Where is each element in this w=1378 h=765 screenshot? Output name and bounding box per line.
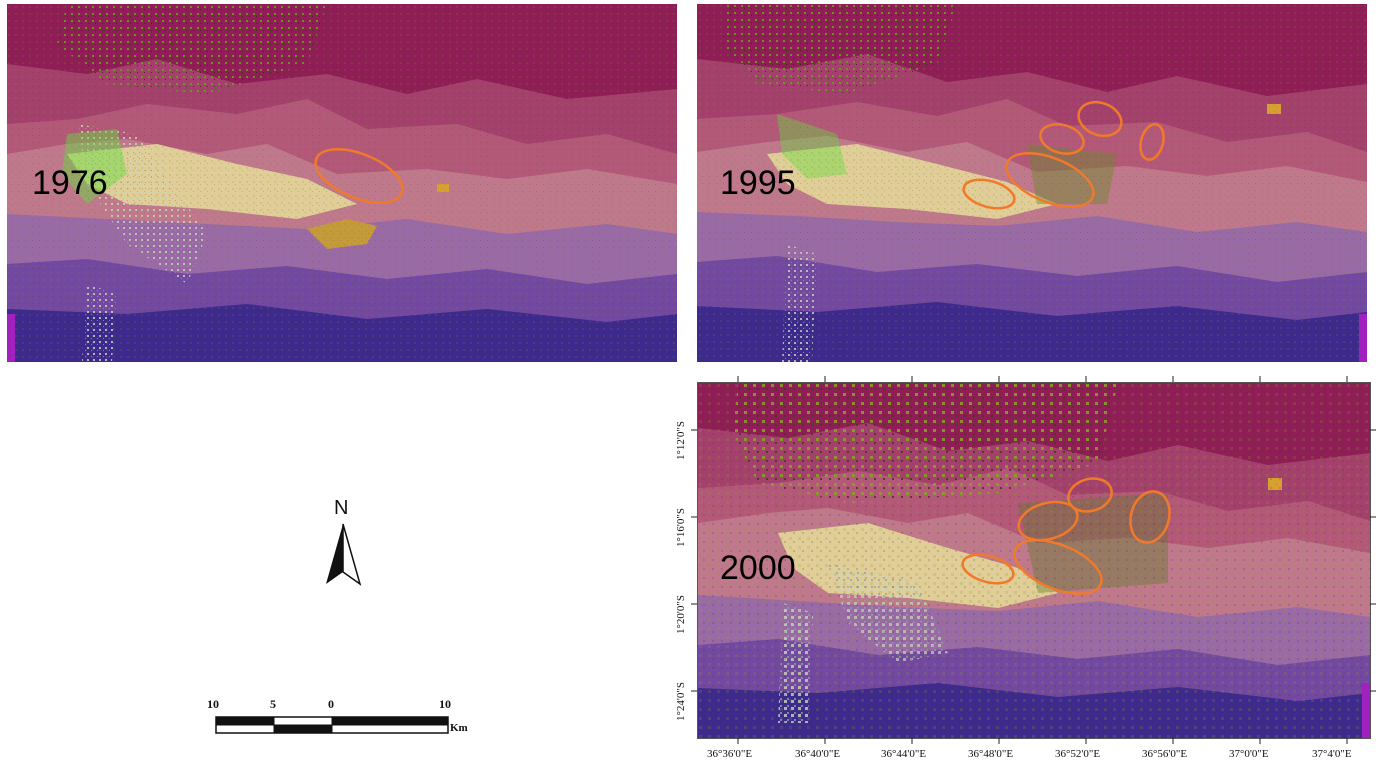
highlight-ellipse (1129, 490, 1171, 544)
y-tick-label: 1°16'0"S (675, 508, 687, 547)
map-panel-2000 (697, 382, 1371, 739)
highlight-ellipse (1005, 152, 1095, 208)
x-tick-label: 36°36'0"E (707, 748, 753, 760)
year-label-2000: 2000 (720, 549, 796, 587)
x-tick-label: 36°48'0"E (968, 748, 1014, 760)
highlight-ellipse (961, 553, 1015, 585)
y-tick-label: 1°24'0"S (675, 682, 687, 721)
x-tick-label: 36°52'0"E (1055, 748, 1101, 760)
highlight-ellipse (1067, 477, 1113, 513)
highlight-ellipse (1017, 500, 1079, 542)
map-image-1995 (697, 4, 1367, 362)
x-tick-label: 36°44'0"E (881, 748, 927, 760)
highlight-ellipse (1139, 123, 1165, 161)
scale-label: 0 (328, 697, 334, 711)
scale-bar (215, 716, 449, 734)
y-tick-label: 1°20'0"S (675, 595, 687, 634)
highlight-ellipse (962, 178, 1016, 210)
year-label-1995: 1995 (720, 164, 796, 202)
map-image-2000 (698, 383, 1370, 738)
scale-label: 10 (207, 697, 219, 711)
x-tick-label: 36°40'0"E (795, 748, 841, 760)
north-arrow-icon (326, 523, 362, 586)
y-tick-label: 1°12'0"S (675, 421, 687, 460)
map-image-1976 (7, 4, 677, 362)
year-label-1976: 1976 (32, 164, 108, 202)
x-tick-label: 37°4'0"E (1312, 748, 1352, 760)
coordinate-ticks (691, 376, 1376, 744)
scale-label: 5 (270, 697, 276, 711)
highlight-ellipse (1039, 123, 1085, 155)
x-tick-label: 37°0'0"E (1229, 748, 1269, 760)
map-panel-1976 (7, 4, 677, 362)
highlight-ellipse (314, 148, 404, 204)
map-panel-1995 (697, 4, 1367, 362)
x-tick-label: 36°56'0"E (1142, 748, 1188, 760)
highlight-ellipse (1013, 539, 1103, 595)
highlight-ellipse (1077, 100, 1123, 138)
north-arrow-letter: N (334, 497, 349, 519)
scale-label: 10 (439, 697, 451, 711)
scale-unit: Km (450, 722, 468, 734)
